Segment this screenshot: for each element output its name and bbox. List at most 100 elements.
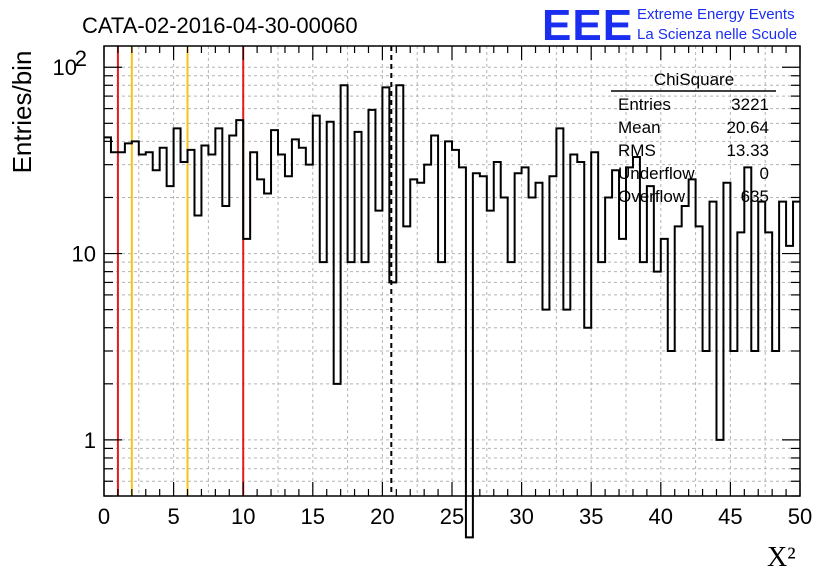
x-tick-label: 10 <box>231 504 255 529</box>
histogram-bin <box>668 351 675 496</box>
histogram-bin <box>542 310 549 496</box>
histogram-bin <box>153 170 160 496</box>
histogram-bin <box>375 211 382 496</box>
histogram-bin <box>229 136 236 496</box>
histogram-bin <box>104 137 111 496</box>
histogram-bin <box>696 226 703 496</box>
histogram-bin <box>730 351 737 496</box>
histogram-bin <box>181 162 188 496</box>
axis-ticks <box>103 46 801 497</box>
histogram-bin <box>737 232 744 496</box>
stats-label-underflow: Underflow <box>618 164 695 183</box>
histogram-bin <box>313 116 320 496</box>
histogram-bin <box>501 197 508 496</box>
x-tick-label: 30 <box>509 504 533 529</box>
stats-box: ChiSquare Entries 3221 Mean 20.64 RMS 13… <box>611 70 776 206</box>
histogram-bin <box>556 128 563 496</box>
histogram-bin <box>125 143 132 496</box>
x-axis-title: X² <box>767 542 796 572</box>
logo-tagline-1: Extreme Energy Events <box>637 6 795 23</box>
histogram-bin <box>675 226 682 496</box>
histogram-bin <box>341 85 348 496</box>
histogram-bin <box>222 206 229 496</box>
histogram-bin <box>619 239 626 496</box>
histogram-bin <box>716 440 723 496</box>
y-tick-label: 1 <box>84 428 96 453</box>
histogram-bin <box>278 155 285 496</box>
histogram-bin <box>188 150 195 496</box>
stats-value-entries: 3221 <box>731 95 769 114</box>
histogram-bin <box>480 176 487 496</box>
histogram-bin <box>362 262 369 496</box>
histogram-bin <box>111 152 118 496</box>
eee-logo: EEE <box>542 1 633 50</box>
histogram-bin <box>703 351 710 496</box>
histogram-bin <box>598 262 605 496</box>
histogram-bin <box>710 202 717 496</box>
histogram-bin <box>640 262 647 496</box>
histogram-bin <box>208 155 215 496</box>
histogram-bin <box>459 167 466 496</box>
histogram-bin <box>515 173 522 496</box>
histogram-bin <box>348 262 355 496</box>
histogram-bin <box>591 152 598 496</box>
histogram-bin <box>236 120 243 496</box>
histogram-bin <box>243 239 250 496</box>
histogram-bin <box>751 351 758 496</box>
y-tick-exponent: 2 <box>75 46 87 71</box>
histogram-bin <box>779 202 786 496</box>
y-tick-label: 10 <box>53 55 77 80</box>
stats-value-rms: 13.33 <box>726 141 769 160</box>
histogram-bin <box>160 148 167 496</box>
histogram-bin <box>772 351 779 496</box>
histogram-bin <box>758 202 765 496</box>
histogram-bin <box>334 384 341 496</box>
histogram-bin <box>445 141 452 496</box>
stats-value-underflow: 0 <box>760 164 769 183</box>
stats-title: ChiSquare <box>654 70 734 89</box>
histogram-bin <box>403 226 410 496</box>
histogram-bin <box>417 183 424 496</box>
histogram-bin <box>306 165 313 496</box>
histogram-bin <box>201 146 208 496</box>
histogram-bin <box>577 162 584 496</box>
histogram-bin <box>132 141 139 496</box>
x-tick-label: 40 <box>649 504 673 529</box>
run-title: CATA-02-2016-04-30-00060 <box>82 13 358 38</box>
stats-label-overflow: Overflow <box>618 187 686 206</box>
histogram-bin <box>257 179 264 496</box>
histogram-bin <box>271 130 278 496</box>
histogram-bin <box>292 139 299 496</box>
histogram-bin <box>118 152 125 496</box>
histogram-bin <box>647 186 654 496</box>
histogram-bin <box>146 152 153 496</box>
histogram-bin <box>765 232 772 496</box>
logo-tagline-2: La Scienza nelle Scuole <box>637 26 797 43</box>
histogram-bin <box>508 262 515 496</box>
histogram-bin <box>682 206 689 496</box>
histogram-bin <box>264 194 271 496</box>
x-tick-label: 45 <box>718 504 742 529</box>
histogram-bin <box>396 85 403 496</box>
histogram-bin <box>654 272 661 496</box>
stats-label-entries: Entries <box>618 95 671 114</box>
x-tick-label: 20 <box>370 504 394 529</box>
histogram-bin <box>167 186 174 496</box>
histogram-bin <box>452 150 459 496</box>
histogram-bin <box>174 128 181 496</box>
x-tick-label: 15 <box>301 504 325 529</box>
stats-label-rms: RMS <box>618 141 656 160</box>
histogram-bin <box>536 183 543 496</box>
histogram-bin <box>570 155 577 496</box>
histogram-bin <box>320 262 327 496</box>
histogram-bin <box>633 157 640 496</box>
x-tick-label: 5 <box>167 504 179 529</box>
histogram-bin <box>584 328 591 496</box>
histogram-bin <box>368 110 375 496</box>
histogram-bin <box>529 197 536 496</box>
x-tick-label: 0 <box>98 504 110 529</box>
histogram-bin <box>563 310 570 496</box>
histogram-bin <box>139 155 146 496</box>
histogram-bin <box>355 132 362 496</box>
